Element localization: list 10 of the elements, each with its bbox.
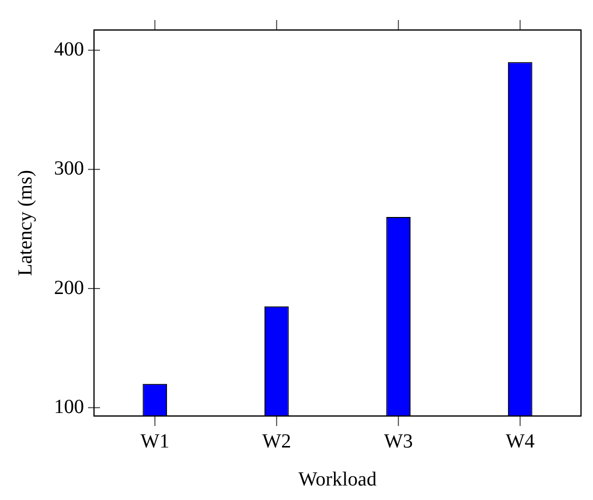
y-axis-title: Latency (ms): [14, 170, 36, 276]
y-tick-label: 200: [54, 276, 84, 299]
y-tick-label: 400: [54, 38, 84, 61]
x-tick-label: W1: [140, 430, 170, 452]
x-tick-label: W4: [506, 430, 535, 452]
x-tick-label: W2: [262, 430, 292, 452]
x-axis-title: Workload: [298, 468, 377, 490]
y-tick-label: 300: [54, 158, 84, 180]
y-tick-label: 100: [54, 396, 84, 418]
x-tick-label: W3: [384, 430, 413, 452]
